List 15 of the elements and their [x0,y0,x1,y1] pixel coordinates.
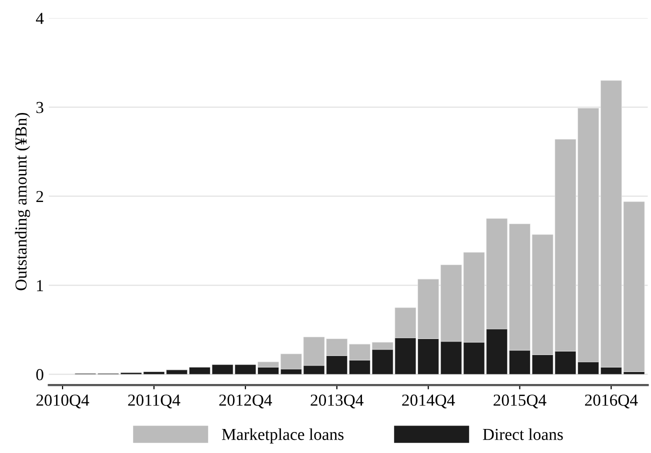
y-axis-title: Outstanding amount (¥Bn) [14,112,30,290]
y-tick-label: 3 [36,102,44,114]
x-tick-label: 2013Q4 [310,394,364,408]
x-tick-label: 2011Q4 [128,394,180,408]
y-tick-label: 2 [36,190,44,202]
x-tick-label: 2010Q4 [36,394,90,408]
x-tick-label: 2014Q4 [402,394,455,408]
x-tick-label: 2015Q4 [494,394,546,408]
legend-label: Direct loans [482,428,563,440]
y-tick-label: 4 [36,12,44,24]
x-tick-label: 2012Q4 [219,394,272,408]
legend-label: Marketplace loans [222,428,344,444]
y-tick-label: 1 [37,280,43,292]
x-tick-label: 2016Q4 [585,394,638,408]
y-tick-label: 0 [36,369,44,380]
